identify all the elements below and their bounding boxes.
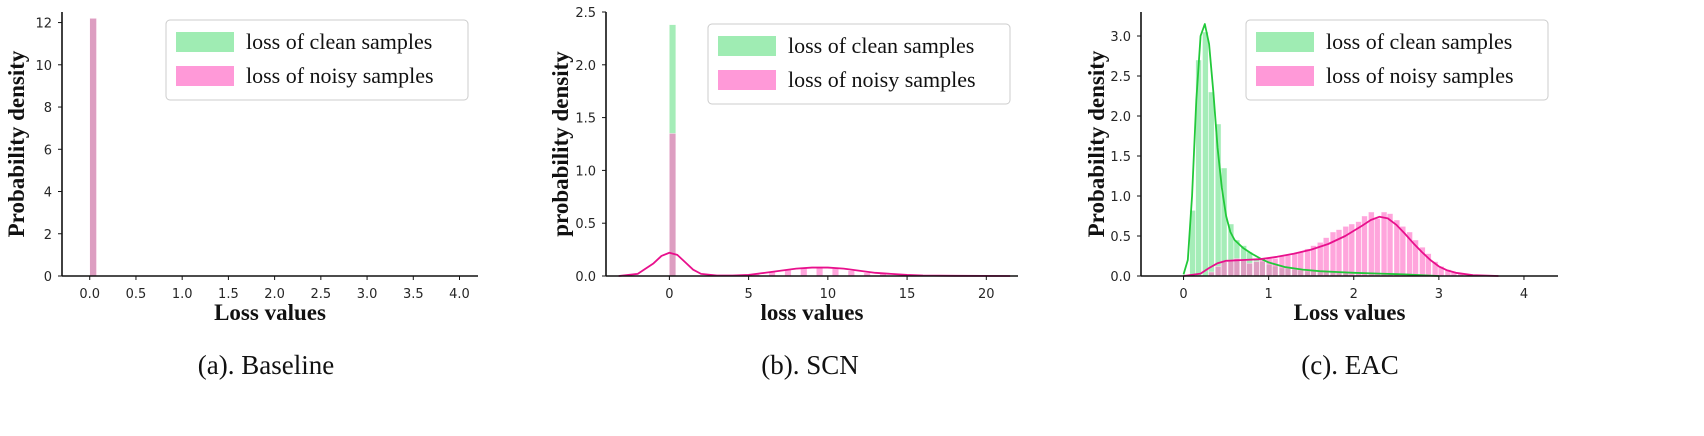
histogram-bar <box>1220 261 1228 277</box>
histogram-bar <box>1208 91 1215 277</box>
legend-frame <box>707 23 1011 105</box>
subfigure-caption: (a). Baseline <box>198 350 334 380</box>
y-tick-label: 1.5 <box>575 112 596 127</box>
x-tick-label: 4.0 <box>449 287 470 302</box>
histogram-bar <box>1215 266 1222 277</box>
legend-label-clean: loss of clean samples <box>246 29 432 54</box>
y-tick-label: 2.5 <box>1110 70 1131 85</box>
legend-label-noisy: loss of noisy samples <box>246 63 434 88</box>
histogram-bar <box>1335 229 1343 277</box>
legend-frame <box>165 19 469 101</box>
legend-label-noisy: loss of noisy samples <box>788 67 976 92</box>
histogram-bar <box>831 268 839 277</box>
x-tick-label: 2 <box>1350 287 1358 302</box>
kde-curve-noisy <box>1183 215 1499 277</box>
y-tick-label: 1.0 <box>1110 190 1131 205</box>
legend-swatch-clean <box>718 36 776 56</box>
chart-panel-1: 0.0 0.5 1.0 1.5 2.0 2.5 3.0 3.5 4.0 0 2 4 6 8 10 12 Loss… <box>4 12 478 380</box>
x-tick-label: 0.0 <box>79 287 100 302</box>
histogram-bar <box>89 18 97 277</box>
y-tick-label: 2.5 <box>575 6 596 21</box>
y-tick-label: 3.0 <box>1110 30 1131 45</box>
x-axis-label: Loss values <box>1294 300 1406 325</box>
x-tick-label: 5 <box>744 287 752 302</box>
histogram-bar <box>1240 259 1247 277</box>
x-tick-label: 1 <box>1265 287 1273 302</box>
histogram-bar <box>1259 259 1266 277</box>
y-tick-label: 8 <box>44 101 52 116</box>
x-tick-label: 1.5 <box>218 287 239 302</box>
legend-label-clean: loss of clean samples <box>788 33 974 58</box>
legend-frame <box>1245 19 1549 101</box>
x-tick-label: 3.0 <box>357 287 378 302</box>
legend-swatch-noisy <box>176 66 234 86</box>
y-axis-label: Probability density <box>1084 50 1109 237</box>
y-axis-label: Probability density <box>4 50 29 237</box>
y-tick-label: 2.0 <box>575 59 596 74</box>
series-clean <box>89 18 172 277</box>
legend-swatch-clean <box>176 32 234 52</box>
histogram-bar <box>1227 259 1235 277</box>
chart-panel-2: 0 5 10 15 20 0.0 0.5 1.0 1.5 2.0 2.5 loss values pro… <box>548 6 1018 380</box>
y-tick-label: 0.0 <box>575 270 596 285</box>
histogram-bar <box>1284 254 1292 277</box>
x-tick-label: 1.0 <box>172 287 193 302</box>
histogram-bar <box>1246 262 1253 277</box>
subfigure-caption: (c). EAC <box>1301 350 1398 380</box>
chart-panel-3: 0 1 2 3 4 0.0 0.5 1.0 1.5 2.0 2.5 3.0 Loss values Pro… <box>1084 12 1558 380</box>
legend: loss of clean samples loss of noisy sampl… <box>1245 19 1549 101</box>
x-tick-label: 3 <box>1435 287 1443 302</box>
legend-label-noisy: loss of noisy samples <box>1326 63 1514 88</box>
x-axis-label: loss values <box>761 300 864 325</box>
histogram-bar <box>1329 231 1337 277</box>
x-axis-label: Loss values <box>214 300 326 325</box>
y-tick-label: 1.0 <box>575 164 596 179</box>
x-tick-label: 2.0 <box>264 287 285 302</box>
histogram-bar <box>1304 248 1311 277</box>
y-tick-label: 1.5 <box>1110 150 1131 165</box>
histogram-bar <box>1253 261 1260 277</box>
histogram-bar <box>1374 218 1381 277</box>
kde-curve-clean <box>1182 23 1439 277</box>
legend-swatch-clean <box>1256 32 1314 52</box>
y-tick-label: 0.0 <box>1110 270 1131 285</box>
histogram-bar <box>1272 258 1279 277</box>
y-tick-label: 2.0 <box>1110 110 1131 125</box>
y-tick-label: 0.5 <box>1110 230 1131 245</box>
histogram-bar <box>1291 253 1298 277</box>
y-tick-label: 12 <box>35 17 52 32</box>
x-tick-label: 0.5 <box>126 287 147 302</box>
y-tick-label: 4 <box>44 186 52 201</box>
histogram-bar <box>1202 31 1209 277</box>
series-noisy <box>1208 211 1464 277</box>
x-tick-label: 4 <box>1520 287 1528 302</box>
series-noisy <box>669 133 887 277</box>
x-tick-label: 2.5 <box>310 287 331 302</box>
histogram-bar <box>1386 213 1394 277</box>
y-tick-label: 2 <box>44 228 52 243</box>
legend: loss of clean samples loss of noisy sampl… <box>707 23 1011 105</box>
histogram-bar <box>1297 251 1304 277</box>
legend-swatch-noisy <box>1256 66 1314 86</box>
histogram-bar <box>1380 211 1388 277</box>
x-tick-label: 15 <box>899 287 916 302</box>
y-tick-label: 6 <box>44 143 52 158</box>
y-axis-label: probability density <box>548 51 573 237</box>
legend-swatch-noisy <box>718 70 776 90</box>
x-tick-label: 0 <box>665 287 673 302</box>
series-noisy <box>89 18 149 277</box>
x-tick-label: 20 <box>978 287 995 302</box>
x-tick-label: 0 <box>1179 287 1187 302</box>
y-tick-label: 0.5 <box>575 217 596 232</box>
x-tick-label: 10 <box>820 287 837 302</box>
subfigure-caption: (b). SCN <box>761 350 859 380</box>
y-tick-label: 10 <box>35 59 52 74</box>
legend-label-clean: loss of clean samples <box>1326 29 1512 54</box>
y-tick-label: 0 <box>44 270 52 285</box>
x-tick-label: 3.5 <box>403 287 424 302</box>
kde-curve-noisy <box>618 251 1011 277</box>
histogram-bar <box>816 267 824 277</box>
legend: loss of clean samples loss of noisy sampl… <box>165 19 469 101</box>
